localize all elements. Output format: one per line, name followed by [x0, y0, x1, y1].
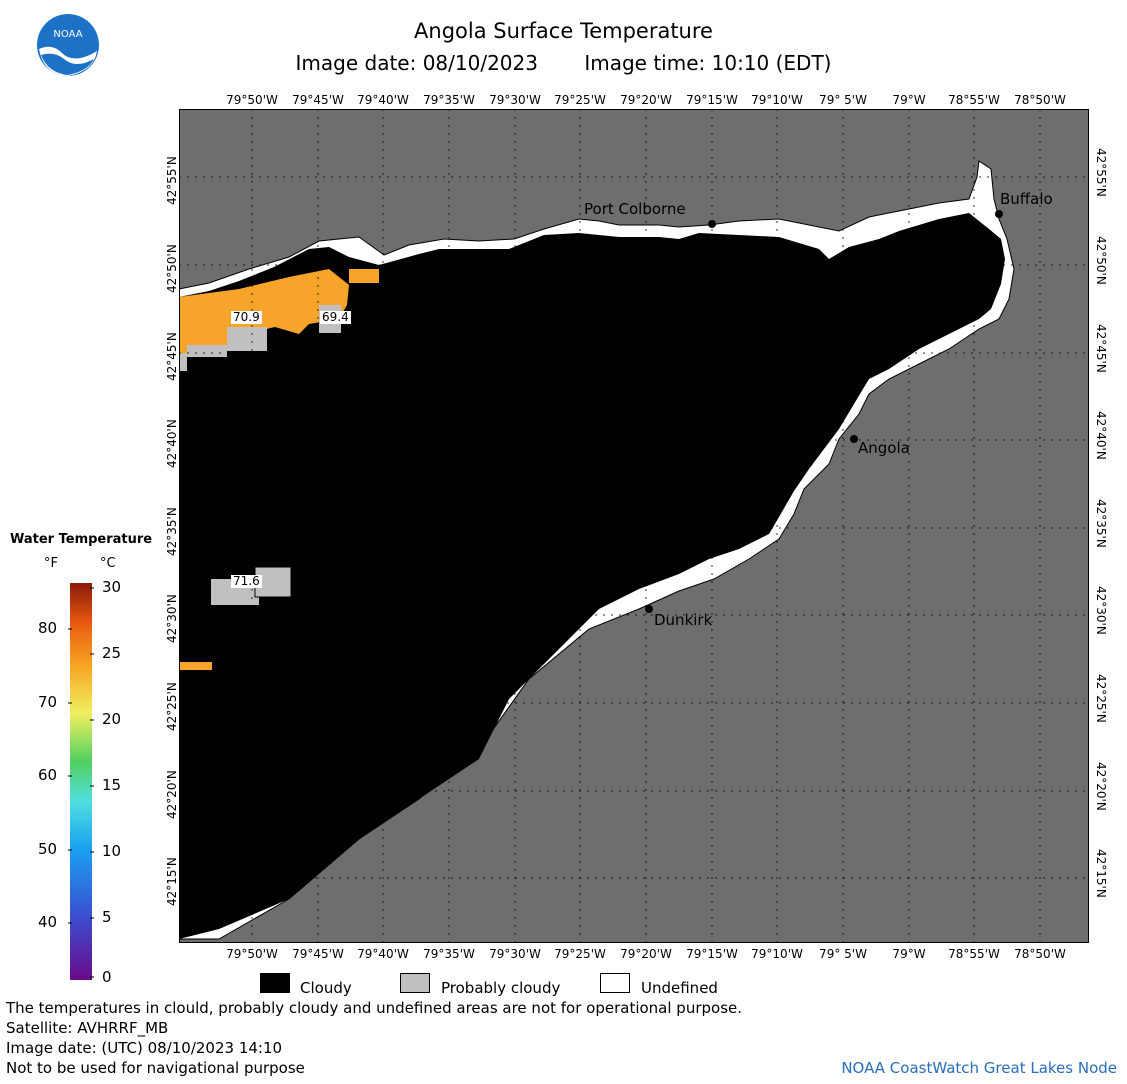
lon-tick-bottom: 79°30'W [489, 947, 541, 961]
colorbar-f-tick: 40 [38, 913, 58, 931]
lat-tick-left: 42°15'N [165, 857, 179, 906]
buffalo-label: Buffalo [1000, 190, 1053, 208]
lon-tick-top: 79°15'W [686, 93, 738, 107]
probably-cloudy-area [179, 353, 187, 371]
colorbar-title: Water Temperature [10, 532, 153, 547]
lon-tick-top: 79°20'W [620, 93, 672, 107]
port-colborne-label: Port Colborne [584, 200, 686, 218]
lat-tick-right: 42°20'N [1094, 762, 1108, 811]
lon-tick-bottom: 79°35'W [423, 947, 475, 961]
colorbar-c-tick: 20 [102, 710, 122, 728]
lat-tick-right: 42°55'N [1094, 148, 1108, 197]
lon-tick-bottom: 79°50'W [226, 947, 278, 961]
lat-tick-right: 42°25'N [1094, 674, 1108, 723]
temperature-reading: 71.6 [231, 574, 262, 588]
colorbar-c-tick: 30 [102, 578, 122, 596]
lat-tick-right: 42°40'N [1094, 411, 1108, 460]
lon-tick-bottom: 79°20'W [620, 947, 672, 961]
lat-tick-right: 42°15'N [1094, 849, 1108, 898]
probably-cloudy-area [227, 327, 267, 351]
lon-tick-bottom: 79° 5'W [819, 947, 867, 961]
dunkirk-label: Dunkirk [654, 611, 713, 629]
temperature-map [179, 109, 1089, 943]
colorbar-f-tick: 70 [38, 693, 58, 711]
image-date: Image date: 08/10/2023 [295, 51, 538, 75]
lon-tick-bottom: 79°15'W [686, 947, 738, 961]
cloudy-area [179, 213, 1005, 939]
svg-text:NOAA: NOAA [53, 29, 82, 40]
colorbar-f-tick: 60 [38, 766, 58, 784]
colorbar-f-tick: 50 [38, 840, 58, 858]
lon-tick-top: 79°10'W [751, 93, 803, 107]
lon-tick-bottom: 78°50'W [1014, 947, 1066, 961]
undefined-legend-label: Undefined [641, 979, 718, 997]
colorbar-f-tick: 80 [38, 619, 58, 637]
colorbar-c-tick: 5 [102, 908, 112, 926]
lon-tick-top: 79°45'W [292, 93, 344, 107]
satellite-text: Satellite: AVHRRF_MB [6, 1019, 169, 1037]
colorbar-c-tick: 0 [102, 968, 112, 986]
credit-link[interactable]: NOAA CoastWatch Great Lakes Node [841, 1059, 1117, 1077]
temperature-reading: 70.9 [231, 310, 262, 324]
unit-fahrenheit: °F [44, 556, 58, 571]
map-title: Angola Surface Temperature [414, 19, 713, 43]
lon-tick-top: 79°W [892, 93, 926, 107]
lon-tick-top: 79°25'W [554, 93, 606, 107]
image-datetime: Image date: 08/10/2023 Image time: 10:10… [0, 51, 1127, 75]
lon-tick-bottom: 79°25'W [554, 947, 606, 961]
lat-tick-right: 42°50'N [1094, 236, 1108, 285]
navigation-warning: Not to be used for navigational purpose [6, 1059, 305, 1077]
utc-date-text: Image date: (UTC) 08/10/2023 14:10 [6, 1039, 283, 1057]
port-colborne-marker [708, 220, 716, 228]
cloudy-legend-label: Cloudy [300, 979, 352, 997]
undefined-swatch [600, 973, 630, 993]
lon-tick-bottom: 78°55'W [948, 947, 1000, 961]
colorbar-c-tick: 10 [102, 842, 122, 860]
lon-tick-bottom: 79°W [892, 947, 926, 961]
lat-tick-left: 42°25'N [165, 682, 179, 731]
lon-tick-top: 79°35'W [423, 93, 475, 107]
lat-tick-left: 42°40'N [165, 419, 179, 468]
image-time: Image time: 10:10 (EDT) [584, 51, 832, 75]
lon-tick-bottom: 79°40'W [357, 947, 409, 961]
lon-tick-top: 79°30'W [489, 93, 541, 107]
lat-tick-left: 42°35'N [165, 507, 179, 556]
warm-water-area [179, 269, 349, 359]
lon-tick-top: 79°50'W [226, 93, 278, 107]
unit-celsius: °C [100, 556, 116, 571]
lon-tick-bottom: 79°45'W [292, 947, 344, 961]
longitude-gridlines [251, 109, 1041, 943]
lon-tick-top: 79°40'W [357, 93, 409, 107]
probably-cloudy-area [187, 345, 227, 357]
warm-water-spot [349, 269, 379, 283]
lon-tick-top: 78°55'W [948, 93, 1000, 107]
lon-tick-top: 79° 5'W [819, 93, 867, 107]
cloudy-swatch [260, 973, 290, 993]
lat-tick-left: 42°20'N [165, 770, 179, 819]
buffalo-marker [995, 210, 1003, 218]
lat-tick-left: 42°50'N [165, 244, 179, 293]
angola-marker [850, 435, 858, 443]
lon-tick-top: 78°50'W [1014, 93, 1066, 107]
lat-tick-right: 42°45'N [1094, 324, 1108, 373]
temperature-reading: 69.4 [320, 310, 351, 324]
angola-label: Angola [858, 439, 910, 457]
probably-cloudy-legend-label: Probably cloudy [441, 979, 561, 997]
lat-tick-left: 42°45'N [165, 332, 179, 381]
dunkirk-marker [645, 605, 653, 613]
lat-tick-right: 42°35'N [1094, 499, 1108, 548]
disclaimer-text: The temperatures in clould, probably clo… [6, 999, 743, 1017]
lon-tick-bottom: 79°10'W [751, 947, 803, 961]
colorbar [68, 583, 94, 980]
probably-cloudy-swatch [400, 973, 430, 993]
noaa-logo-icon: NOAA [37, 14, 99, 76]
lat-tick-right: 42°30'N [1094, 586, 1108, 635]
lat-tick-left: 42°30'N [165, 594, 179, 643]
lat-tick-left: 42°55'N [165, 156, 179, 205]
warm-water-spot-west [179, 662, 212, 670]
colorbar-c-tick: 15 [102, 776, 122, 794]
colorbar-c-tick: 25 [102, 644, 122, 662]
